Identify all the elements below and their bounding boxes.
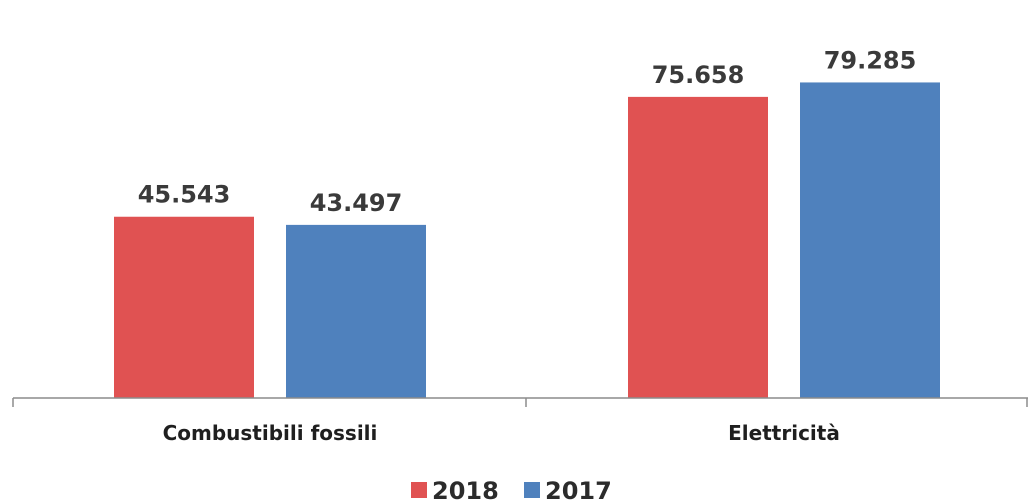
- legend-label-2018: 2018: [432, 477, 499, 502]
- value-label-2018-1: 75.658: [652, 61, 745, 89]
- bar-2018-1: [628, 96, 768, 398]
- value-label-2017-0: 43.497: [310, 189, 403, 217]
- value-labels-layer: 45.543 43.497 75.658 79.285: [138, 46, 917, 216]
- legend-label-2017: 2017: [545, 477, 612, 502]
- x-tick-label-1: Elettricità: [728, 421, 840, 445]
- bar-2017-0: [286, 224, 426, 398]
- x-tick-label-0: Combustibili fossili: [163, 421, 378, 445]
- legend: 2018 2017: [411, 477, 612, 502]
- legend-swatch-2017: [524, 482, 540, 498]
- bars-layer: [114, 82, 940, 398]
- legend-swatch-2018: [411, 482, 427, 498]
- value-label-2018-0: 45.543: [138, 181, 231, 209]
- value-label-2017-1: 79.285: [824, 46, 917, 74]
- bar-2017-1: [800, 82, 940, 398]
- x-axis: Combustibili fossili Elettricità: [12, 397, 1028, 445]
- bar-2018-0: [114, 216, 254, 398]
